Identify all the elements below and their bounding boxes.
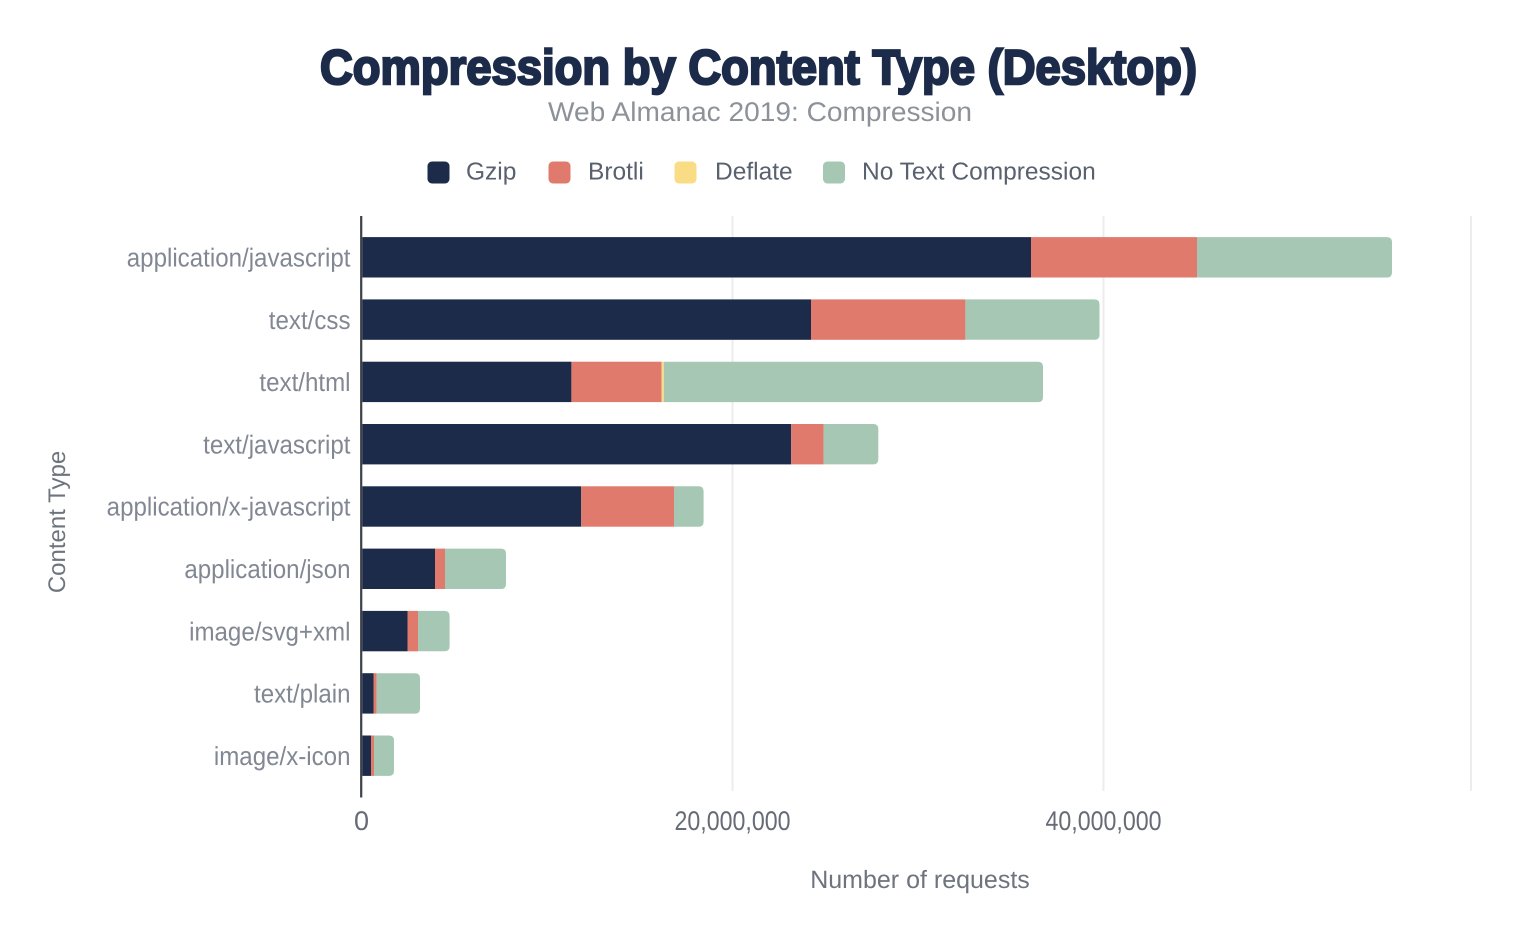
svg-text:text/css: text/css (269, 305, 351, 335)
svg-text:Brotli: Brotli (588, 159, 644, 186)
svg-text:application/json: application/json (184, 554, 350, 584)
svg-text:40,000,000: 40,000,000 (1046, 806, 1162, 836)
svg-text:Compression by Content Type (D: Compression by Content Type (Desktop) (320, 41, 1197, 95)
svg-text:0: 0 (354, 806, 369, 836)
svg-text:Content Type: Content Type (44, 451, 71, 593)
svg-text:image/svg+xml: image/svg+xml (189, 616, 350, 646)
svg-text:application/x-javascript: application/x-javascript (107, 492, 352, 522)
svg-text:Deflate: Deflate (715, 159, 793, 186)
svg-text:Gzip: Gzip (466, 159, 516, 186)
svg-text:20,000,000: 20,000,000 (675, 806, 791, 836)
svg-text:Number of requests: Number of requests (810, 866, 1030, 894)
svg-text:No Text Compression: No Text Compression (862, 159, 1096, 186)
svg-text:image/x-icon: image/x-icon (214, 741, 351, 771)
svg-text:Web Almanac 2019: Compression: Web Almanac 2019: Compression (548, 97, 972, 127)
svg-text:text/javascript: text/javascript (203, 429, 351, 459)
svg-text:text/plain: text/plain (254, 679, 350, 709)
svg-text:application/javascript: application/javascript (127, 243, 351, 273)
svg-text:text/html: text/html (259, 367, 350, 397)
